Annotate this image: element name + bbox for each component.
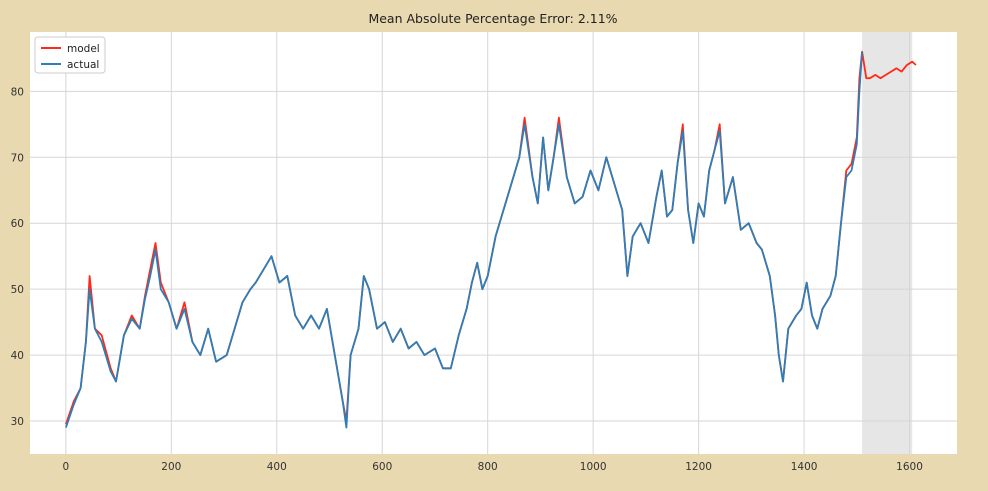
x-tick-label: 1600: [896, 461, 923, 473]
legend: model actual: [34, 36, 106, 74]
y-tick-label: 50: [11, 284, 24, 296]
x-tick-label: 1400: [791, 461, 818, 473]
y-tick-label: 70: [11, 152, 24, 164]
grid-lines: [30, 32, 957, 454]
tick-labels: 0 200 400 600 800 1000 1200 1400 1600 30 40 50 60 70 8…: [11, 86, 923, 473]
series-actual-line: [65, 51, 863, 429]
x-tick-label: 400: [267, 461, 287, 473]
x-tick-label: 1200: [685, 461, 712, 473]
y-tick-label: 60: [11, 218, 24, 230]
legend-label-actual: actual: [67, 59, 99, 71]
x-tick-label: 1000: [580, 461, 607, 473]
forecast-shaded-region: [862, 32, 913, 454]
x-tick-label: 200: [161, 461, 181, 473]
x-tick-label: 0: [63, 461, 70, 473]
x-tick-label: 800: [478, 461, 498, 473]
y-tick-label: 40: [11, 350, 24, 362]
series-lines: [65, 50, 917, 429]
chart-title: Mean Absolute Percentage Error: 2.11%: [368, 11, 617, 26]
shaded-region: [862, 32, 913, 454]
x-tick-label: 600: [372, 461, 392, 473]
y-tick-label: 80: [11, 86, 24, 98]
legend-label-model: model: [67, 43, 100, 55]
y-tick-label: 30: [11, 416, 24, 428]
